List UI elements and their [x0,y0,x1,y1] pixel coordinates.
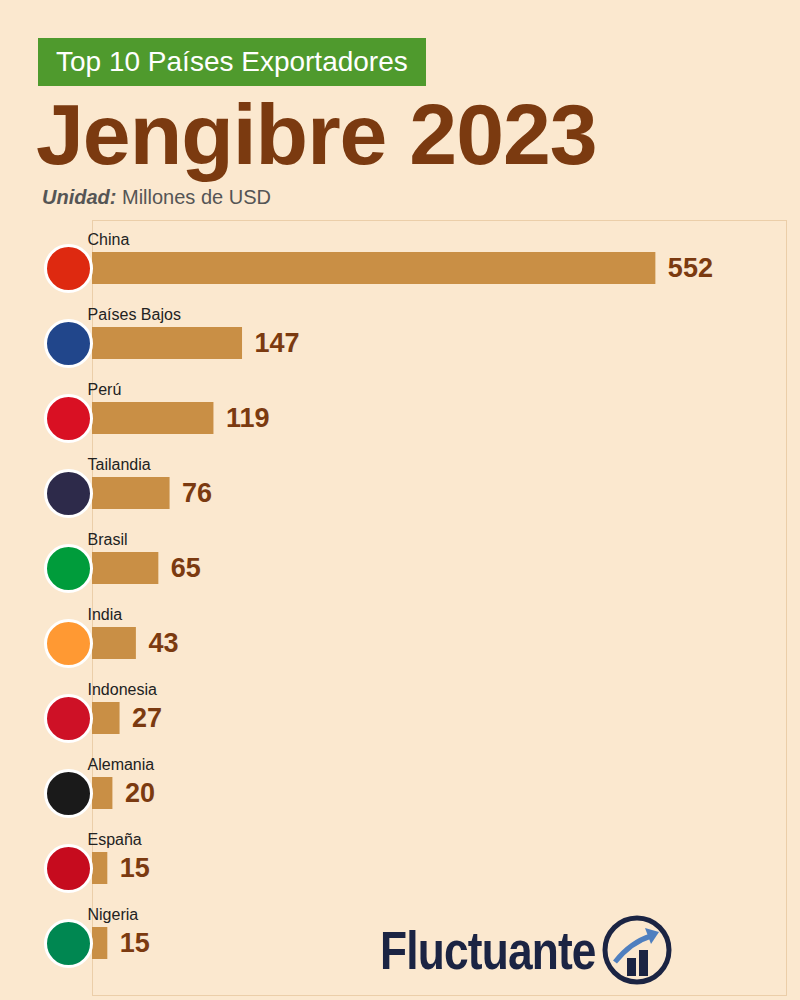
svg-text:India: India [88,606,123,623]
svg-text:20: 20 [125,778,155,808]
svg-text:China: China [88,231,130,248]
svg-text:43: 43 [148,628,178,658]
svg-text:27: 27 [132,703,162,733]
svg-text:Brasil: Brasil [88,531,128,548]
svg-text:Tailandia: Tailandia [88,456,151,473]
svg-text:Países Bajos: Países Bajos [88,306,181,323]
html-text:Fluctuante: Fluctuante [380,920,596,980]
svg-text:76: 76 [182,478,212,508]
svg-text:Perú: Perú [88,381,122,398]
html-text:Jengibre 2023: Jengibre 2023 [36,86,597,182]
svg-text:15: 15 [120,853,150,883]
svg-text:65: 65 [171,553,201,583]
svg-text:552: 552 [668,253,713,283]
html-text:Top 10 Países Exportadores: Top 10 Países Exportadores [56,46,408,77]
svg-text:119: 119 [226,403,270,433]
html-text:Unidad: Millones de USD: Unidad: Millones de USD [42,186,271,208]
svg-text:Indonesia: Indonesia [88,681,157,698]
svg-text:España: España [88,831,142,848]
svg-text:15: 15 [120,928,150,958]
svg-text:Nigeria: Nigeria [88,906,139,923]
svg-text:Alemania: Alemania [88,756,155,773]
svg-text:147: 147 [255,328,300,358]
